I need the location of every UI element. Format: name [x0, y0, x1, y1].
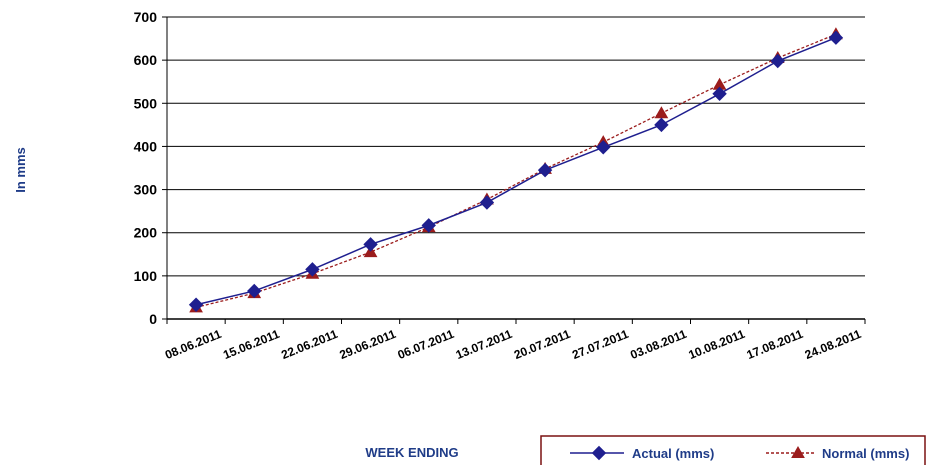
data-point [479, 195, 495, 210]
legend: Actual (mms) Normal (mms) [540, 435, 926, 465]
data-point [247, 283, 262, 299]
y-tick-labels: 0 100 200 300 400 500 600 700 [134, 9, 158, 327]
data-point [188, 297, 204, 312]
x-tick-label: 13.07.2011 [454, 327, 515, 362]
axes [162, 16, 866, 324]
data-point [654, 106, 669, 119]
x-tick-label: 20.07.2011 [512, 327, 573, 362]
series-line [195, 33, 837, 308]
y-tick-label: 600 [134, 52, 158, 68]
legend-swatch-marker [591, 445, 607, 461]
x-tick-label: 15.06.2011 [221, 327, 282, 362]
x-tick-label: 03.08.2011 [628, 327, 689, 362]
data-point [363, 237, 378, 252]
y-axis-title: In mms [13, 147, 28, 193]
y-tick-label: 400 [134, 138, 158, 154]
data-point [305, 262, 320, 277]
data-point [537, 162, 553, 178]
data-point [654, 117, 669, 133]
data-point [421, 218, 436, 233]
y-tick-label: 100 [134, 268, 158, 284]
legend-item: Normal (mms) [766, 445, 909, 461]
y-tick-label: 500 [134, 95, 158, 111]
legend-swatch-marker [791, 445, 805, 458]
x-tick-label: 29.06.2011 [337, 327, 398, 362]
legend-label: Actual (mms) [632, 446, 714, 461]
series-line [195, 37, 837, 306]
y-tick-label: 700 [134, 9, 158, 25]
x-tick-label: 17.08.2011 [745, 327, 806, 362]
legend-box [540, 435, 926, 465]
y-tick-label: 0 [149, 311, 157, 327]
series [188, 27, 844, 313]
x-tick-label: 24.08.2011 [803, 327, 864, 362]
data-point [712, 86, 727, 102]
legend-label: Normal (mms) [822, 446, 909, 461]
x-tick-label: 27.07.2011 [570, 327, 631, 362]
data-point [770, 53, 785, 69]
data-point [596, 140, 611, 155]
y-tick-label: 300 [134, 182, 158, 198]
legend-item: Actual (mms) [570, 445, 714, 461]
x-tick-label: 10.08.2011 [686, 327, 747, 362]
y-tick-label: 200 [134, 225, 158, 241]
x-tick-label: 08.06.2011 [163, 327, 224, 362]
x-tick-label: 06.07.2011 [396, 327, 457, 362]
x-tick-label: 22.06.2011 [279, 327, 340, 362]
series-triangle [189, 27, 843, 313]
x-axis-title: WEEK ENDING [365, 445, 458, 460]
series-diamond [188, 30, 844, 312]
data-point [828, 30, 844, 45]
x-tick-labels: 08.06.201115.06.201122.06.201129.06.2011… [163, 327, 863, 362]
gridlines [167, 16, 865, 277]
